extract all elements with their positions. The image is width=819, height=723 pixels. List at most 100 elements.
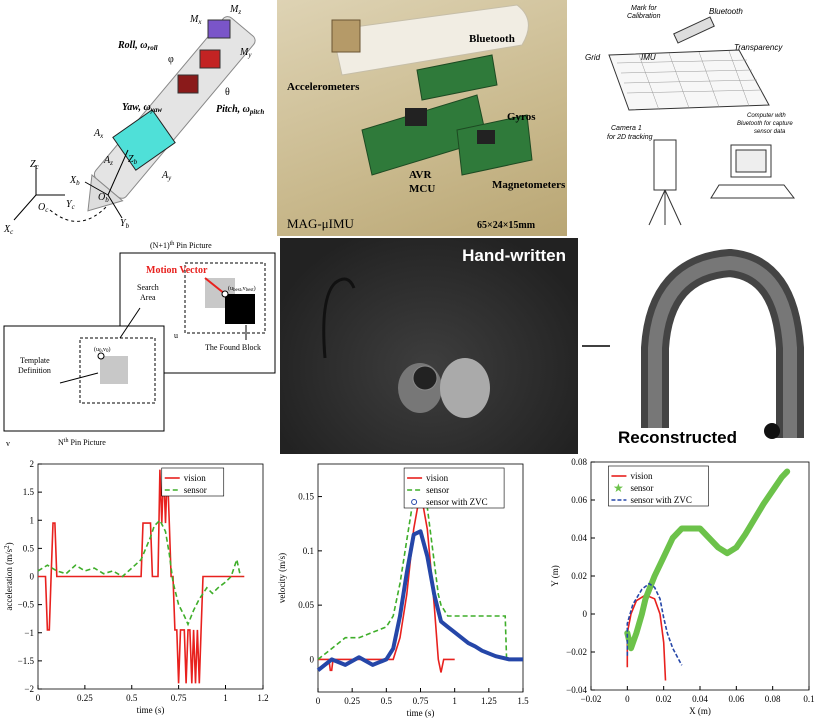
x-tick-label: 0.04: [692, 694, 708, 704]
x-tick-label: 0.75: [413, 696, 429, 706]
x-tick-label: 0.02: [656, 694, 672, 704]
photo-label-bluetooth: Bluetooth: [469, 33, 515, 45]
y-tick-label: 0.15: [298, 492, 314, 502]
setup-label-imu: IMU: [641, 53, 656, 62]
photo-label-size: 65×24×15mm: [477, 220, 536, 231]
bm-uv: (u0,v0): [94, 346, 111, 354]
legend-marker: [411, 499, 418, 505]
photo-label-accelerometers: Accelerometers: [287, 81, 360, 93]
y-tick-label: 0: [583, 609, 588, 619]
label-pitch: Pitch, ωpitch: [216, 104, 264, 116]
hardware-photo: Bluetooth Accelerometers Gyros AVR MCU M…: [277, 0, 567, 236]
label-ax: Ax: [93, 128, 104, 140]
y-tick-label: 1.5: [23, 487, 35, 497]
x-tick-label: 0: [36, 693, 41, 703]
x-axis-label: time (s): [137, 705, 165, 715]
setup-label-computer2: Bluetooth for capture: [737, 121, 793, 127]
acceleration-chart: 0 0.25 0.5 0.75 1 1.2 −2 −1.5 −1 −0.5 0 0.5 1 1.5 2 tim…: [3, 459, 269, 715]
reconstructed-label: Reconstructed: [618, 428, 738, 447]
x-tick-label: 0.06: [728, 694, 744, 704]
x-tick-label: 1: [452, 696, 457, 706]
label-zb: Zb: [128, 154, 138, 166]
bm-top-title: (N+1)th Pin Picture: [150, 241, 212, 250]
reconstructed-panel: Reconstructed: [610, 238, 819, 454]
setup-label-computer3: sensor data: [754, 129, 786, 135]
legend-entry: sensor: [426, 485, 449, 495]
setup-label-grid: Grid: [585, 53, 601, 62]
y-tick-label: 0.05: [298, 600, 314, 610]
series-line-sensor-with-ZVC: [626, 582, 683, 666]
handwritten-label: Hand-written: [462, 246, 566, 265]
setup-label-mark2: Calibration: [627, 13, 661, 20]
x-axis-label: time (s): [407, 708, 435, 718]
legend: [403, 467, 505, 509]
y-tick-label: 0: [30, 572, 35, 582]
label-theta: θ: [225, 87, 230, 98]
bm-search-area: Search: [137, 283, 159, 292]
series-line-sensor: [624, 468, 791, 652]
handwritten-photo: Hand-written: [280, 238, 578, 454]
y-tick-label: 0.08: [571, 457, 587, 467]
photo-label-name: MAG-μIMU: [287, 216, 355, 231]
setup-label-mark: Mark for: [631, 5, 657, 12]
x-tick-label: −0.02: [581, 694, 602, 704]
y-tick-label: 0.02: [571, 571, 587, 581]
label-roll: Roll, ωroll: [117, 40, 158, 52]
y-tick-label: −0.5: [18, 600, 35, 610]
x-tick-label: 0: [625, 694, 630, 704]
legend-entry: sensor: [630, 483, 653, 493]
series-line-sensor: [37, 518, 242, 627]
x-tick-label: 1.25: [481, 696, 497, 706]
photo-label-avr: AVR: [409, 169, 432, 181]
bm-v: v: [6, 439, 10, 448]
bm-found: The Found Block: [205, 343, 261, 352]
y-tick-label: 0.1: [303, 546, 314, 556]
legend-entry: vision: [630, 471, 653, 481]
bm-uv1: (ubest,vbest): [228, 285, 256, 293]
photo-label-magnetometers: Magnetometers: [492, 179, 566, 191]
y-tick-label: 1: [30, 515, 35, 525]
x-tick-label: 1.2: [257, 693, 268, 703]
y-tick-label: −1.5: [18, 656, 35, 666]
y-tick-label: −0.02: [566, 647, 587, 657]
pen-axes-diagram: Mz Roll, ωroll Mx My φ Yaw, ωyaw θ Pitch…: [0, 0, 275, 236]
legend-entry: vision: [184, 473, 207, 483]
label-mz: Mz: [229, 4, 241, 16]
setup-label-computer: Computer with: [747, 113, 786, 119]
label-zc: Zc: [30, 159, 40, 171]
label-yb: Yb: [120, 218, 130, 230]
label-ay: Ay: [161, 170, 172, 182]
x-tick-label: 0: [316, 696, 321, 706]
label-mx: Mx: [189, 14, 202, 26]
trajectory-chart: −0.02 0 0.02 0.04 0.06 0.08 0.1−0.04−0.0200.02…: [550, 457, 815, 716]
x-axis-label: X (m): [689, 706, 711, 716]
label-yc: Yc: [66, 199, 76, 211]
label-xb: Xb: [69, 175, 80, 187]
x-tick-label: 0.5: [381, 696, 393, 706]
y-tick-label: 2: [30, 459, 35, 469]
bm-u: u: [174, 331, 178, 340]
bm-template2: Definition: [18, 366, 51, 375]
setup-label-camera2: for 2D tracking: [607, 134, 653, 141]
x-tick-label: 0.1: [803, 694, 814, 704]
legend-entry: sensor: [184, 485, 207, 495]
y-tick-label: 0: [310, 654, 315, 664]
x-tick-label: 0.08: [765, 694, 781, 704]
label-az: Az: [103, 155, 113, 167]
legend-entry: sensor with ZVC: [630, 495, 692, 505]
y-tick-label: 0.06: [571, 495, 587, 505]
block-matching-diagram: (N+1)th Pin Picture Motion Vector (ubest…: [0, 238, 278, 454]
legend-entry: sensor with ZVC: [426, 497, 488, 507]
setup-diagram: Mark for Calibration Bluetooth Grid IMU …: [569, 0, 819, 236]
setup-label-transparency: Transparency: [734, 43, 783, 52]
y-tick-label: 0.04: [571, 533, 587, 543]
label-my: My: [239, 47, 252, 59]
y-tick-label: −0.04: [566, 685, 587, 695]
legend-entry: vision: [426, 473, 449, 483]
y-axis-label: velocity (m/s): [277, 553, 287, 603]
y-tick-label: −2: [24, 684, 34, 694]
y-tick-label: −1: [24, 628, 34, 638]
label-yaw: Yaw, ωyaw: [122, 102, 162, 114]
photo-label-gyros: Gyros: [507, 111, 536, 123]
photo-label-mcu: MCU: [409, 183, 435, 195]
